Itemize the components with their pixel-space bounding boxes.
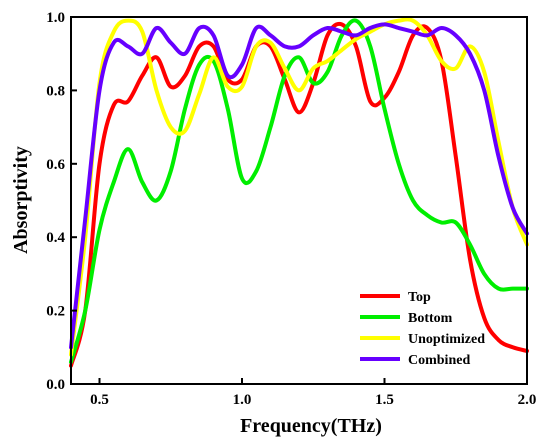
series-line-bottom	[69, 18, 529, 364]
x-axis-label: Frequency(THz)	[240, 415, 382, 437]
legend-label-top: Top	[408, 290, 431, 305]
x-tick-label: 1.5	[375, 392, 394, 408]
legend: Top Bottom Unoptimized Combined	[360, 290, 485, 368]
series-layer	[69, 17, 529, 368]
x-tick-label: 0.5	[90, 392, 109, 408]
axes-layer	[70, 16, 528, 385]
series-line-top	[69, 21, 529, 368]
ticks-layer: 0.5 1.0 1.5 2.0 0.0 0.2 0.4 0.6 0.8 1.0	[46, 10, 536, 408]
y-axis-label: Absorptivity	[10, 146, 32, 254]
legend-label-unoptimized: Unoptimized	[408, 332, 485, 347]
y-tick-label: 0.0	[46, 377, 65, 393]
legend-label-bottom: Bottom	[408, 311, 453, 326]
y-tick-label: 0.4	[46, 230, 65, 246]
series-line-unoptimized	[69, 17, 529, 357]
series-line-combined	[69, 22, 529, 350]
y-tick-label: 0.6	[46, 157, 65, 173]
x-tick-label: 2.0	[518, 392, 537, 408]
y-tick-label: 0.8	[46, 83, 65, 99]
legend-label-combined: Combined	[408, 353, 470, 368]
plot-frame	[70, 16, 528, 385]
x-tick-label: 1.0	[233, 392, 252, 408]
y-tick-label: 0.2	[46, 304, 65, 320]
y-tick-label: 1.0	[46, 10, 65, 26]
